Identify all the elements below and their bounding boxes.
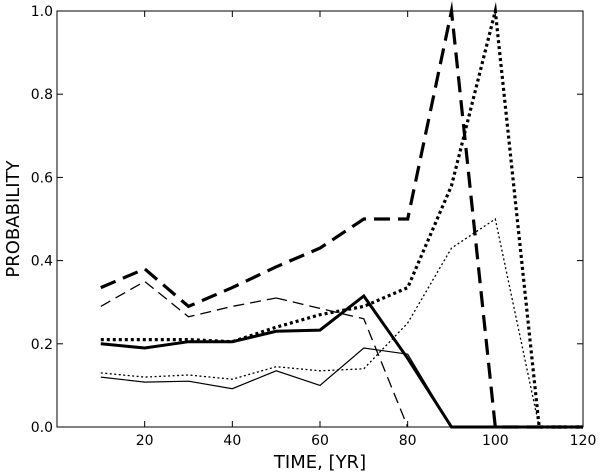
series-line-thin-dashed-tail (276, 297, 409, 428)
ticks-layer: 20 40 60 80 100 120 0.0 0.2 0.4 0.6 0.8 1.0 (31, 4, 597, 449)
x-tick-label: 100 (482, 433, 509, 449)
series-line-thick-dotted (100, 1, 583, 429)
y-tick-label: 0.0 (31, 420, 53, 436)
y-tick-label: 0.2 (31, 337, 53, 353)
plot-frame (56, 10, 584, 428)
x-tick-label: 80 (399, 433, 417, 449)
series-line-thick-dashed (100, 0, 583, 429)
y-tick-label: 0.8 (31, 87, 53, 103)
series-line-thick-solid (100, 293, 583, 429)
x-axis-label: TIME, [YR] (273, 452, 366, 472)
x-tick-label: 40 (223, 433, 241, 449)
series-layer (100, 0, 583, 429)
x-tick-label: 120 (570, 433, 597, 449)
series-line-thin-dotted (100, 217, 583, 428)
y-tick-label: 0.4 (31, 254, 53, 270)
x-tick-label: 20 (136, 433, 154, 449)
x-tick-label: 60 (311, 433, 329, 449)
series-line-thin-dashed (100, 280, 277, 318)
y-tick-label: 1.0 (31, 4, 53, 20)
y-axis-label: PROBABILITY (3, 159, 24, 277)
y-tick-label: 0.6 (31, 170, 53, 186)
series-line-thin-solid (100, 347, 583, 428)
